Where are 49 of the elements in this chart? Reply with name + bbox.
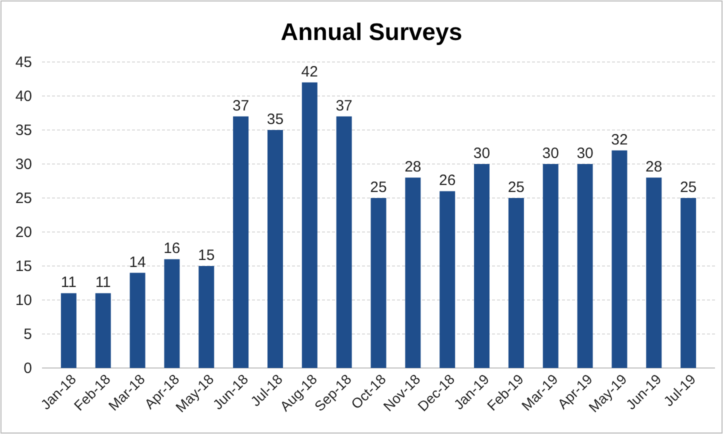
bar: [405, 178, 421, 368]
bar: [95, 293, 111, 368]
bar: [508, 198, 524, 368]
bar: [267, 130, 283, 368]
bar: [60, 293, 76, 368]
data-label: 28: [646, 158, 662, 176]
data-label: 26: [439, 172, 456, 190]
bar: [370, 198, 386, 368]
bar: [577, 164, 593, 368]
y-tick-label: 0: [24, 360, 32, 377]
bar: [164, 259, 180, 368]
bar: [612, 150, 628, 368]
y-tick-label: 30: [15, 156, 32, 173]
bar: [680, 198, 696, 368]
y-tick-label: 25: [15, 190, 32, 207]
data-label: 11: [95, 274, 111, 292]
bar: [542, 164, 558, 368]
bar: [302, 82, 318, 368]
y-tick-label: 5: [24, 326, 32, 343]
data-label: 42: [301, 63, 318, 80]
bar: [130, 272, 146, 368]
bar: [646, 178, 662, 368]
data-label: 16: [164, 240, 180, 258]
data-label: 32: [611, 131, 628, 148]
chart-title: Annual Surveys: [280, 19, 462, 46]
data-label: 28: [404, 158, 422, 176]
y-tick-label: 45: [15, 54, 32, 71]
data-label: 25: [508, 179, 525, 196]
bar: [233, 116, 249, 368]
data-label: 37: [232, 97, 250, 114]
data-label: 11: [60, 274, 76, 292]
data-label: 15: [198, 247, 215, 264]
data-label: 25: [680, 179, 697, 196]
data-label: 37: [336, 97, 352, 114]
bar: [474, 164, 490, 368]
y-tick-label: 40: [15, 88, 32, 105]
y-tick-label: 20: [15, 224, 32, 241]
bar: [198, 266, 214, 368]
data-label: 14: [129, 254, 146, 271]
data-label: 30: [473, 145, 490, 162]
data-label: 30: [542, 145, 559, 162]
y-tick-label: 10: [15, 292, 32, 309]
data-label: 25: [370, 179, 387, 196]
data-label: 30: [576, 145, 594, 162]
bar: [440, 191, 456, 368]
y-tick-label: 15: [15, 258, 32, 275]
bar: [336, 116, 352, 368]
y-tick-label: 35: [15, 122, 32, 139]
data-label: 35: [266, 111, 284, 128]
